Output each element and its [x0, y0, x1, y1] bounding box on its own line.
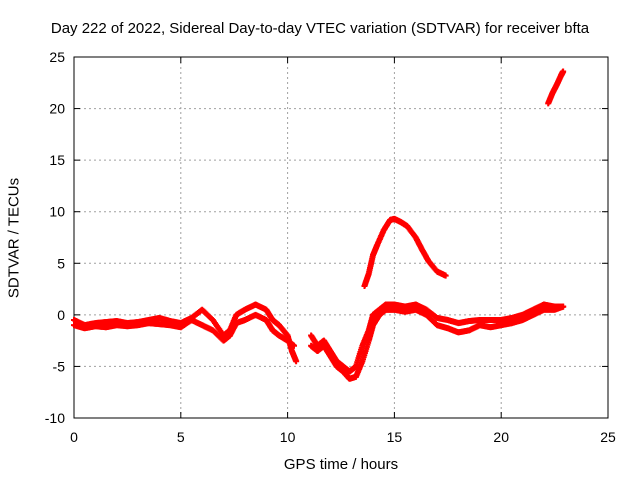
x-tick-label: 0 — [70, 429, 78, 445]
x-axis-label: GPS time / hours — [283, 456, 399, 473]
series-trace-c — [308, 301, 567, 375]
data-point — [560, 68, 567, 75]
y-tick-label: -10 — [45, 410, 65, 426]
y-tick-label: 20 — [49, 101, 65, 117]
y-tick-label: 10 — [49, 204, 65, 220]
x-tick-label: 10 — [280, 429, 296, 445]
series-trace-f — [545, 68, 567, 107]
series-trace-a — [71, 301, 300, 365]
x-tick-label: 20 — [493, 429, 509, 445]
series-trace-d — [308, 303, 567, 382]
y-tick-label: 15 — [49, 152, 65, 168]
plot-frame — [73, 56, 609, 419]
series-trace-b — [71, 311, 298, 349]
series-trace-e — [361, 215, 449, 289]
y-tick-label: 25 — [49, 49, 65, 65]
data-point — [560, 303, 567, 310]
y-tick-label: 0 — [57, 307, 65, 323]
y-tick-label: -5 — [53, 358, 66, 374]
y-tick-label: 5 — [57, 255, 65, 271]
x-tick-label: 25 — [600, 429, 616, 445]
x-tick-label: 15 — [387, 429, 403, 445]
chart-title: Day 222 of 2022, Sidereal Day-to-day VTE… — [50, 20, 590, 37]
x-tick-label: 5 — [177, 429, 185, 445]
data-point — [293, 358, 300, 365]
data-point — [291, 342, 298, 349]
data-point — [442, 272, 449, 279]
